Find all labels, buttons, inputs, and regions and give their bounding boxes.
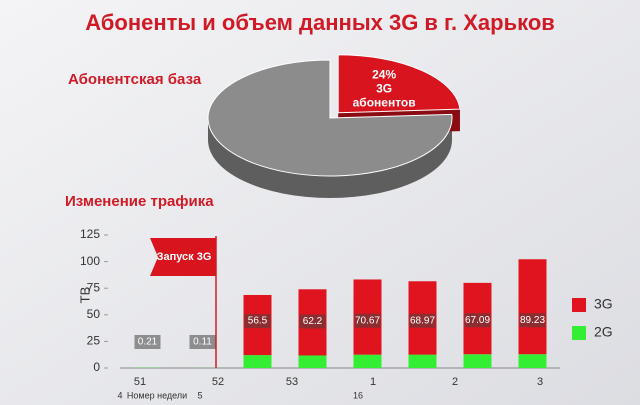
- footnote: 4: [117, 390, 122, 400]
- value-label: 70.67: [355, 315, 380, 326]
- bar-segment: [298, 355, 327, 368]
- bar-segment: [463, 354, 492, 368]
- y-tick-label: 25: [87, 334, 101, 348]
- legend-label: 3G: [594, 296, 613, 312]
- x-tick-label: 1: [370, 376, 376, 388]
- value-label-bg: [409, 313, 436, 328]
- footnote: 16: [353, 390, 363, 400]
- value-label: 0.11: [193, 337, 212, 348]
- x-tick-label: 3: [537, 376, 543, 388]
- legend-swatch: [572, 298, 586, 312]
- flag: [150, 238, 216, 276]
- value-label: 62.2: [303, 316, 323, 327]
- x-tick-label: 2: [452, 376, 458, 388]
- value-label-bg: [244, 314, 271, 329]
- value-label-bg: [189, 335, 216, 349]
- y-tick-label: 75: [87, 280, 101, 294]
- bar-segment: [518, 259, 547, 355]
- x-tick-label: 53: [286, 376, 298, 388]
- bar-segment: [353, 354, 382, 368]
- slide-title: Абоненты и объем данных 3G в г. Харьков: [85, 10, 555, 35]
- bar-segment: [408, 354, 437, 368]
- bar-segment: [518, 354, 547, 368]
- value-label-bg: [519, 313, 546, 328]
- pie-title: Абонентская база: [68, 71, 202, 88]
- value-label-bg: [354, 313, 381, 328]
- pie-slice: [337, 54, 461, 114]
- y-tick-label: 0: [93, 360, 100, 374]
- value-label-bg: [464, 313, 491, 328]
- y-tick-label: 50: [87, 307, 101, 321]
- pie-note: абонентов: [353, 96, 416, 110]
- value-label: 89.23: [520, 315, 545, 326]
- bar-title: Изменение трафика: [65, 193, 214, 210]
- x-tick-label: 52: [212, 376, 224, 388]
- x-tick-label: 51: [134, 376, 146, 388]
- annotation: Запуск 3G: [157, 251, 212, 263]
- x-axis-title: Номер недели: [127, 390, 187, 400]
- value-label: 68.97: [410, 315, 435, 326]
- pie-value-label: 24%: [372, 68, 396, 82]
- footnote: 5: [197, 390, 202, 400]
- pie-category-label: 3G: [376, 82, 392, 96]
- value-label-bg: [299, 314, 326, 329]
- value-label-bg: [134, 335, 161, 349]
- value-label: 0.21: [138, 337, 158, 348]
- value-label: 67.09: [465, 315, 490, 326]
- y-tick-label: 125: [80, 227, 100, 241]
- y-tick-label: 100: [80, 254, 100, 268]
- y-axis-title: TB: [77, 287, 92, 304]
- legend-swatch: [572, 326, 586, 340]
- value-label: 56.5: [248, 316, 268, 327]
- pie-slice: [207, 59, 453, 177]
- legend-label: 2G: [594, 324, 613, 340]
- bar-segment: [243, 355, 272, 368]
